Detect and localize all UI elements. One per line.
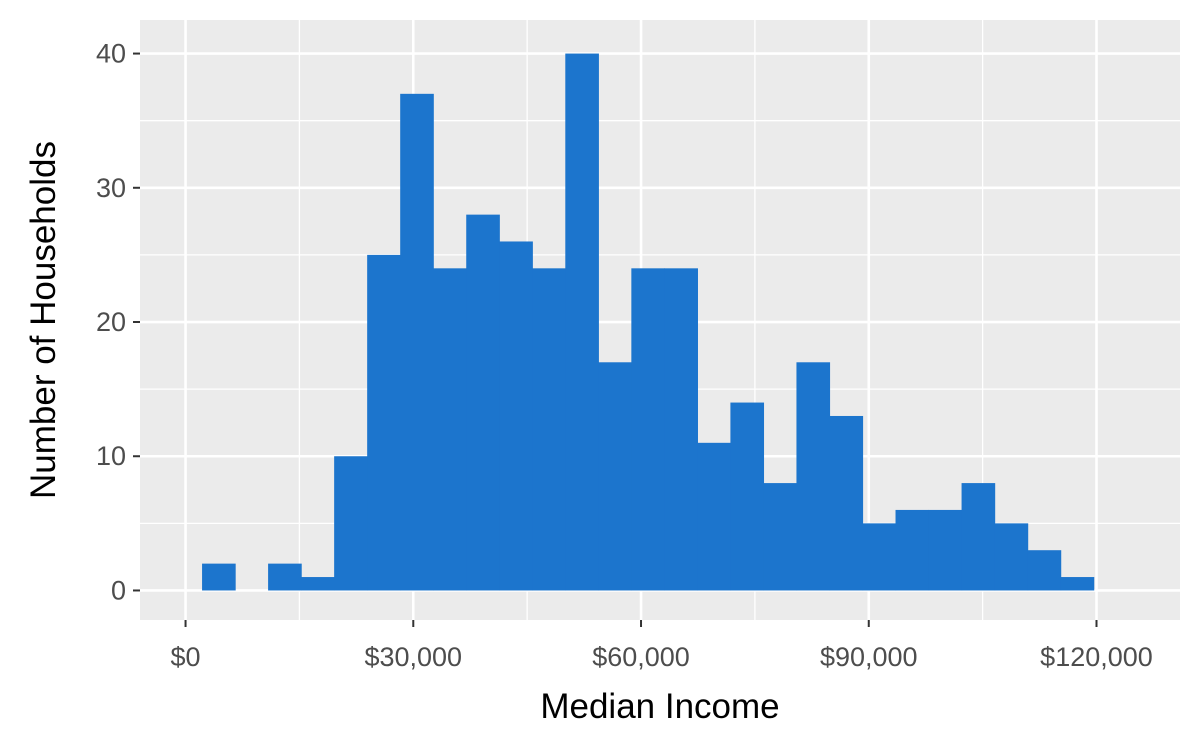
histogram-bar [268,563,302,591]
histogram-bar [928,509,963,591]
x-tick-label: $0 [171,642,201,672]
y-tick-label: 10 [96,441,126,471]
y-axis: 0 10 20 30 40 [96,39,140,605]
histogram-bar [796,362,831,591]
y-tick-label: 40 [96,39,126,69]
histogram-bar [301,577,335,591]
histogram-bar [433,268,467,591]
histogram-bar [466,214,500,591]
histogram-bar [763,483,798,591]
histogram-bar [895,509,930,591]
x-tick-label: $30,000 [364,642,462,672]
histogram-bar [730,402,765,591]
histogram-bar [829,415,864,591]
histogram-bar [994,523,1029,591]
histogram-bars [202,53,1095,591]
x-tick-label: $90,000 [820,642,918,672]
x-axis-title: Median Income [540,687,779,726]
y-tick-label: 0 [111,575,126,605]
histogram-bar [565,53,599,591]
y-tick-label: 20 [96,307,126,337]
histogram-bar [697,442,732,591]
y-axis-title: Number of Households [24,141,63,499]
x-tick-label: $120,000 [1040,642,1153,672]
histogram-bar [961,483,996,591]
histogram-bar [1027,550,1062,591]
histogram-bar [367,254,401,591]
histogram-bar [1060,577,1095,591]
histogram-bar [334,456,368,591]
x-tick-label: $60,000 [592,642,690,672]
y-tick-label: 30 [96,173,126,203]
histogram-bar [532,268,566,591]
histogram-bar [499,241,533,591]
histogram-bar [631,268,665,591]
histogram-bar [400,93,434,591]
histogram-bar [598,362,632,591]
histogram-bar [862,523,897,591]
histogram-bar [664,268,698,591]
x-axis: $0 $30,000 $60,000 $90,000 $120,000 [171,620,1153,672]
histogram-bar [202,563,236,591]
